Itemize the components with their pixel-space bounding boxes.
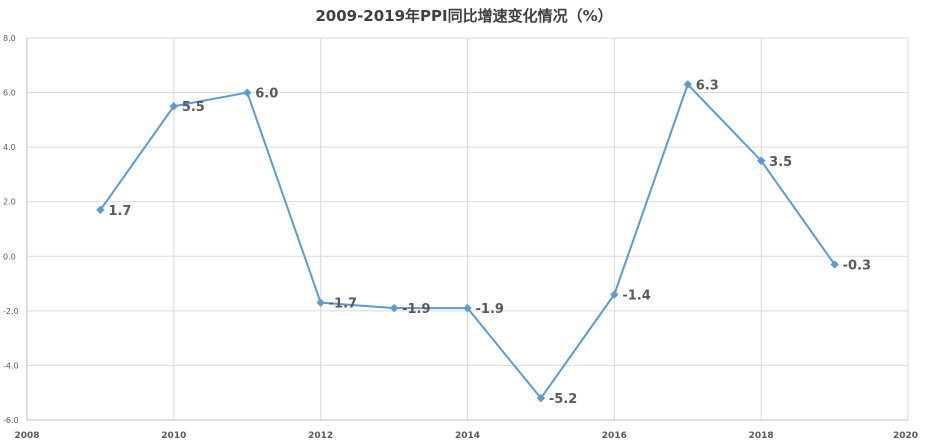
data-label: -1.4	[622, 288, 650, 303]
x-tick-label: 2020	[893, 431, 918, 441]
data-label: 6.0	[255, 87, 278, 102]
x-tick-label: 2014	[455, 431, 480, 441]
data-markers	[96, 80, 839, 403]
data-marker	[169, 102, 179, 111]
y-tick-label: -2.0	[3, 307, 19, 316]
data-label: -0.3	[843, 258, 871, 273]
chart-title: 2009-2019年PPI同比增速变化情况（%）	[315, 7, 613, 25]
y-tick-label: 6.0	[3, 89, 16, 98]
data-marker	[316, 298, 325, 307]
x-tick-label: 2010	[161, 431, 186, 441]
x-tick-label: 2016	[602, 431, 627, 441]
y-tick-label: -4.0	[3, 361, 19, 370]
data-marker	[389, 303, 399, 313]
data-label: -1.9	[402, 302, 430, 317]
y-tick-label: 8.0	[3, 34, 16, 43]
data-marker	[96, 205, 105, 215]
y-tick-label: 2.0	[3, 198, 16, 207]
data-labels: 1.7 5.5 6.0 -1.7 -1.9 -1.9 -5.2 -1.4 6.3 3.5 -0.3	[108, 78, 871, 407]
data-marker	[683, 80, 692, 89]
data-label: 3.5	[769, 155, 792, 170]
data-marker	[243, 88, 252, 97]
x-tick-label: 2008	[14, 431, 39, 441]
axes	[26, 38, 908, 421]
tick-labels: -6.0 -4.0 -2.0 0.0 2.0 4.0 6.0 8.0 2008 2010 2012 2…	[3, 34, 918, 441]
x-tick-label: 2012	[308, 431, 333, 441]
data-marker	[610, 290, 619, 299]
data-marker	[536, 393, 546, 403]
y-tick-label: 0.0	[3, 252, 16, 261]
data-marker	[756, 156, 766, 165]
data-marker	[830, 260, 839, 269]
y-tick-label: -6.0	[3, 416, 19, 425]
x-tick-label: 2018	[749, 431, 774, 441]
data-label: -1.7	[329, 297, 357, 312]
gridlines	[26, 37, 909, 421]
data-label: 6.3	[696, 78, 719, 93]
data-label: 1.7	[108, 204, 131, 219]
data-label: 5.5	[182, 100, 205, 115]
data-marker	[463, 303, 472, 313]
y-tick-label: 4.0	[3, 143, 16, 152]
data-label: -1.9	[476, 302, 504, 317]
data-label: -5.2	[549, 392, 577, 407]
